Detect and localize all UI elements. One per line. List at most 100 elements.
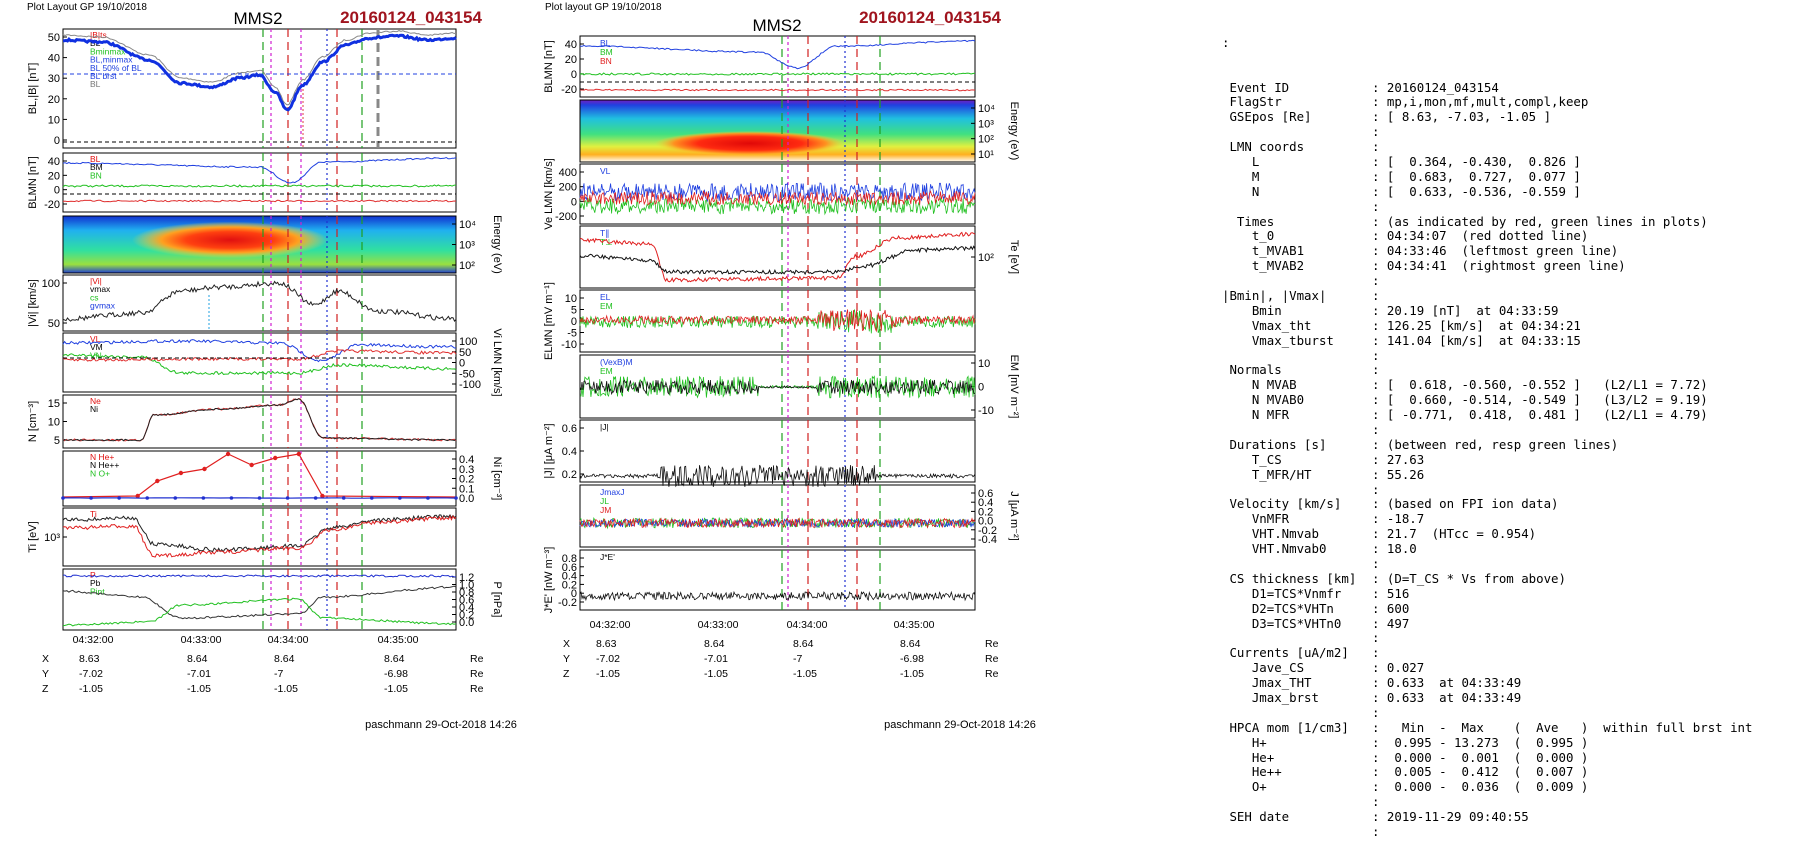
right-je-curve <box>580 592 975 600</box>
info-row: Vmax_tht: 126.25 [km/s] at 04:34:21 <box>1222 319 1800 334</box>
info-row-label: Currents [uA/m2] <box>1222 646 1372 661</box>
right-time-tick: 04:35:00 <box>894 619 935 631</box>
info-row-label: Times <box>1222 215 1372 230</box>
info-row-value: : 0.633 at 04:33:49 <box>1372 676 1521 691</box>
info-row: D1=TCS*Vnmfr: 516 <box>1222 587 1800 602</box>
left-time-tick: 04:33:00 <box>181 634 222 646</box>
left-pos-label: Z <box>42 683 49 695</box>
info-row: LMN coords: <box>1222 140 1800 155</box>
info-row-value: : [ 0.618, -0.560, -0.552 ] (L2/L1 = 7.7… <box>1372 378 1708 393</box>
right-time-tick: 04:33:00 <box>698 619 739 631</box>
info-row: Jmax_brst: 0.633 at 04:33:49 <box>1222 691 1800 706</box>
left-panel-frame-vi <box>63 275 456 331</box>
info-row-value: : 2019-11-29 09:40:55 <box>1372 810 1529 825</box>
info-row-value: : 0.000 - 0.001 ( 0.000 ) <box>1372 751 1588 766</box>
info-row-label: O+ <box>1222 780 1372 795</box>
info-row-value: : <box>1372 825 1379 840</box>
right-ytick-label-j: 0.6 <box>562 423 577 435</box>
info-row: VnMFR: -18.7 <box>1222 512 1800 527</box>
right-pos-label: Z <box>563 668 570 680</box>
left-footer: paschmann 29-Oct-2018 14:26 <box>365 719 517 731</box>
right-ylabel-ve: Ve LMN [km/s] <box>543 158 555 230</box>
left-ytick-label-vi: 100 <box>42 278 60 290</box>
left-pos-value: -7 <box>274 668 283 680</box>
right-pos-value: 8.64 <box>704 638 725 650</box>
info-row-value: : mp,i,mon,mf,mult,compl,keep <box>1372 95 1588 110</box>
info-row-label: Normals <box>1222 363 1372 378</box>
right-pos-value: 8.64 <box>793 638 814 650</box>
info-row-label: L <box>1222 155 1372 170</box>
left-he-pp-curve <box>63 454 456 497</box>
left-ytick-label-b: 40 <box>48 53 60 65</box>
info-row-label: Jmax_THT <box>1222 676 1372 691</box>
left-pos-value: -7.01 <box>187 668 211 680</box>
info-row: Bmin: 20.19 [nT] at 04:33:59 <box>1222 304 1800 319</box>
info-row-value: : (based on FPI ion data) <box>1372 497 1559 512</box>
info-row: : <box>1222 557 1800 572</box>
left-ytick-label-n: 15 <box>48 398 60 410</box>
left-o-plus-point <box>314 496 318 500</box>
right-panel-frame-ve <box>580 164 975 224</box>
info-row: : <box>1222 125 1800 140</box>
right-te-par-curve <box>580 233 975 282</box>
info-row-value: : <box>1372 646 1379 661</box>
info-row-value: : -18.7 <box>1372 512 1424 527</box>
left-pos-value: 8.64 <box>384 653 405 665</box>
right-ytick-label-blmn: -20 <box>561 84 577 96</box>
left-vlmn-vn-curve <box>63 350 456 362</box>
info-row: Currents [uA/m2]: <box>1222 646 1800 661</box>
left-pos-unit: Re <box>470 668 484 680</box>
left-pos-value: 8.63 <box>79 653 100 665</box>
right-legend-je: J*E' <box>600 552 615 562</box>
right-ytick-label-e: -5 <box>567 328 577 340</box>
info-row-label: N MVAB0 <box>1222 393 1372 408</box>
left-o-plus-point <box>173 496 177 500</box>
left-ylabel-blmn: BLMN [nT] <box>27 156 39 209</box>
spacecraft-title: MMS2 <box>233 9 282 28</box>
info-row-value: : Min - Max ( Ave ) within full brst int <box>1372 721 1752 736</box>
right-ytick-label-ve: -200 <box>555 211 577 223</box>
right-ylabel-jlmn: J [μA m⁻²] <box>1008 491 1020 540</box>
right-panel-frame-je <box>580 550 975 610</box>
info-row-label: CS thickness [km] <box>1222 572 1372 587</box>
info-row-label: VHT.Nmvab <box>1222 527 1372 542</box>
left-panel-frame-blmn <box>63 153 456 212</box>
right-pos-unit: Re <box>985 653 999 665</box>
info-row: Jave_CS: 0.027 <box>1222 661 1800 676</box>
right-ytick-label-right-te: 10² <box>978 252 994 264</box>
left-ylabel-ti: Ti [eV] <box>27 521 39 552</box>
right-ylabel-espec: Energy (eV) <box>1008 102 1020 161</box>
info-row: L: [ 0.364, -0.430, 0.826 ] <box>1222 155 1800 170</box>
info-row-value: : 0.000 - 0.036 ( 0.009 ) <box>1372 780 1588 795</box>
right-ytick-label-right-em: 10 <box>978 358 990 370</box>
left-vi-curve <box>63 282 456 322</box>
info-row-label: Bmin <box>1222 304 1372 319</box>
left-legend-vi: gvmax <box>90 301 116 311</box>
left-ti-perp-curve <box>63 516 456 557</box>
info-row-label: N MFR <box>1222 408 1372 423</box>
info-row: O+: 0.000 - 0.036 ( 0.009 ) <box>1222 780 1800 795</box>
right-pos-label: Y <box>563 653 570 665</box>
info-row: SEH date: 2019-11-29 09:40:55 <box>1222 810 1800 825</box>
right-pos-value: 8.63 <box>596 638 617 650</box>
info-row-value: : <box>1372 140 1379 155</box>
right-panel-frame-jlmn <box>580 485 975 547</box>
left-ytick-label-n: 10 <box>48 417 60 429</box>
info-row-label: t_MVAB2 <box>1222 259 1372 274</box>
right-panel-frame-blmn <box>580 36 975 97</box>
left-ylabel-vi: |Vi| [km/s] <box>27 279 39 327</box>
info-row-value: : 04:33:46 (leftmost green line) <box>1372 244 1618 259</box>
info-row-value: : 27.63 <box>1372 453 1424 468</box>
right-ytick-label-right-espec: 10³ <box>978 118 994 130</box>
info-row: Vmax_tburst: 141.04 [km/s] at 04:33:15 <box>1222 334 1800 349</box>
info-row: : <box>1222 706 1800 721</box>
info-row: : <box>1222 274 1800 289</box>
plot-layout-label: Plot Layout GP 19/10/2018 <box>27 2 147 13</box>
right-ylabel-blmn: BLMN [nT] <box>543 40 555 93</box>
right-legend-blmn: BN <box>600 56 612 66</box>
right-blmn-bl-curve <box>580 40 975 68</box>
left-o-plus-point <box>342 496 346 500</box>
info-row: FlagStr: mp,i,mon,mf,mult,compl,keep <box>1222 95 1800 110</box>
right-ytick-label-ve: 200 <box>559 182 577 194</box>
